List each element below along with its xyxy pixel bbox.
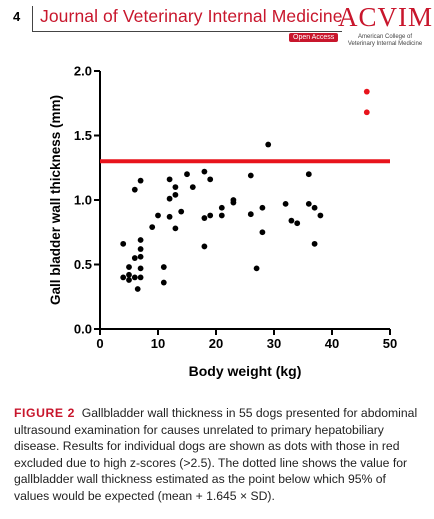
- data-point: [166, 213, 173, 220]
- y-tick-label: 1.0: [74, 193, 92, 208]
- data-point: [218, 204, 225, 211]
- data-point: [134, 286, 141, 292]
- data-point: [137, 253, 144, 260]
- data-point: [230, 199, 237, 206]
- x-tick-label: 0: [96, 336, 103, 351]
- data-point: [189, 184, 196, 191]
- y-axis-label: Gall bladder wall thickness (mm): [48, 95, 63, 305]
- data-point: [311, 204, 318, 211]
- data-point: [317, 212, 324, 219]
- data-point: [218, 212, 225, 219]
- data-point: [137, 246, 144, 252]
- data-point: [172, 225, 179, 232]
- data-point: [137, 237, 144, 243]
- data-point: [184, 171, 190, 178]
- outlier-point: [363, 109, 370, 116]
- data-point: [247, 172, 254, 179]
- data-point: [137, 177, 144, 184]
- data-point: [311, 240, 318, 247]
- data-point: [166, 195, 173, 202]
- data-point: [137, 274, 144, 281]
- data-point: [160, 264, 167, 270]
- data-point: [259, 229, 266, 236]
- journal-header: 4 Journal of Veterinary Internal Medicin…: [0, 0, 434, 47]
- data-point: [265, 141, 272, 148]
- data-point: [294, 220, 301, 227]
- x-tick-label: 50: [383, 336, 397, 351]
- data-point: [137, 265, 144, 272]
- data-point: [126, 277, 132, 283]
- figure-caption: FIGURE 2 Gallbladder wall thickness in 5…: [14, 405, 418, 504]
- data-point: [288, 217, 295, 224]
- caption-text: Gallbladder wall thickness in 55 dogs pr…: [14, 406, 418, 503]
- header-rule: [32, 31, 342, 32]
- data-points: [120, 88, 370, 292]
- data-point: [131, 186, 138, 193]
- data-point: [201, 243, 208, 250]
- data-point: [160, 279, 167, 286]
- data-point: [126, 264, 132, 270]
- journal-title[interactable]: Journal of Veterinary Internal Medicine: [40, 6, 343, 26]
- acvim-logo: ACVIM: [338, 2, 434, 32]
- data-point: [259, 204, 266, 211]
- data-point: [207, 212, 214, 219]
- open-access-badge: Open Access: [289, 33, 339, 42]
- data-point: [126, 271, 132, 278]
- data-point: [166, 176, 173, 183]
- y-tick-label: 0.5: [74, 257, 92, 272]
- x-tick-label: 20: [209, 336, 223, 351]
- scatter-chart: 0.0 0.5 1.0 1.5 2.0 0 10 20 30 40 50 Gall bladder …: [48, 64, 397, 380]
- data-point: [155, 212, 161, 219]
- data-point: [207, 176, 214, 183]
- data-point: [247, 211, 254, 218]
- logo-subtitle-line1: American College of: [357, 34, 413, 40]
- data-point: [149, 224, 156, 230]
- page-number: 4: [13, 9, 21, 24]
- y-tick-label: 2.0: [74, 64, 92, 79]
- x-tick-label: 10: [151, 336, 165, 351]
- data-point: [178, 208, 185, 215]
- chart-axes: 0.0 0.5 1.0 1.5 2.0 0 10 20 30 40 50: [74, 64, 397, 352]
- x-tick-label: 30: [267, 336, 281, 351]
- logo-subtitle-line2: Veterinary Internal Medicine: [347, 41, 423, 47]
- data-point: [131, 255, 138, 261]
- x-tick-label: 40: [325, 336, 339, 351]
- data-point: [201, 215, 208, 221]
- data-point: [172, 184, 179, 191]
- data-point: [305, 171, 312, 178]
- data-point: [253, 265, 260, 272]
- y-tick-label: 0.0: [74, 322, 92, 337]
- header-separator: [32, 6, 33, 32]
- x-axis-label: Body weight (kg): [189, 363, 302, 379]
- y-tick-label: 1.5: [74, 128, 92, 143]
- data-point: [131, 274, 138, 281]
- outlier-point: [363, 88, 370, 95]
- data-point: [172, 191, 179, 198]
- data-point: [120, 274, 127, 281]
- data-point: [120, 240, 127, 247]
- figure-label: FIGURE 2: [14, 406, 76, 420]
- data-point: [305, 200, 312, 207]
- data-point: [282, 200, 289, 207]
- data-point: [201, 168, 208, 175]
